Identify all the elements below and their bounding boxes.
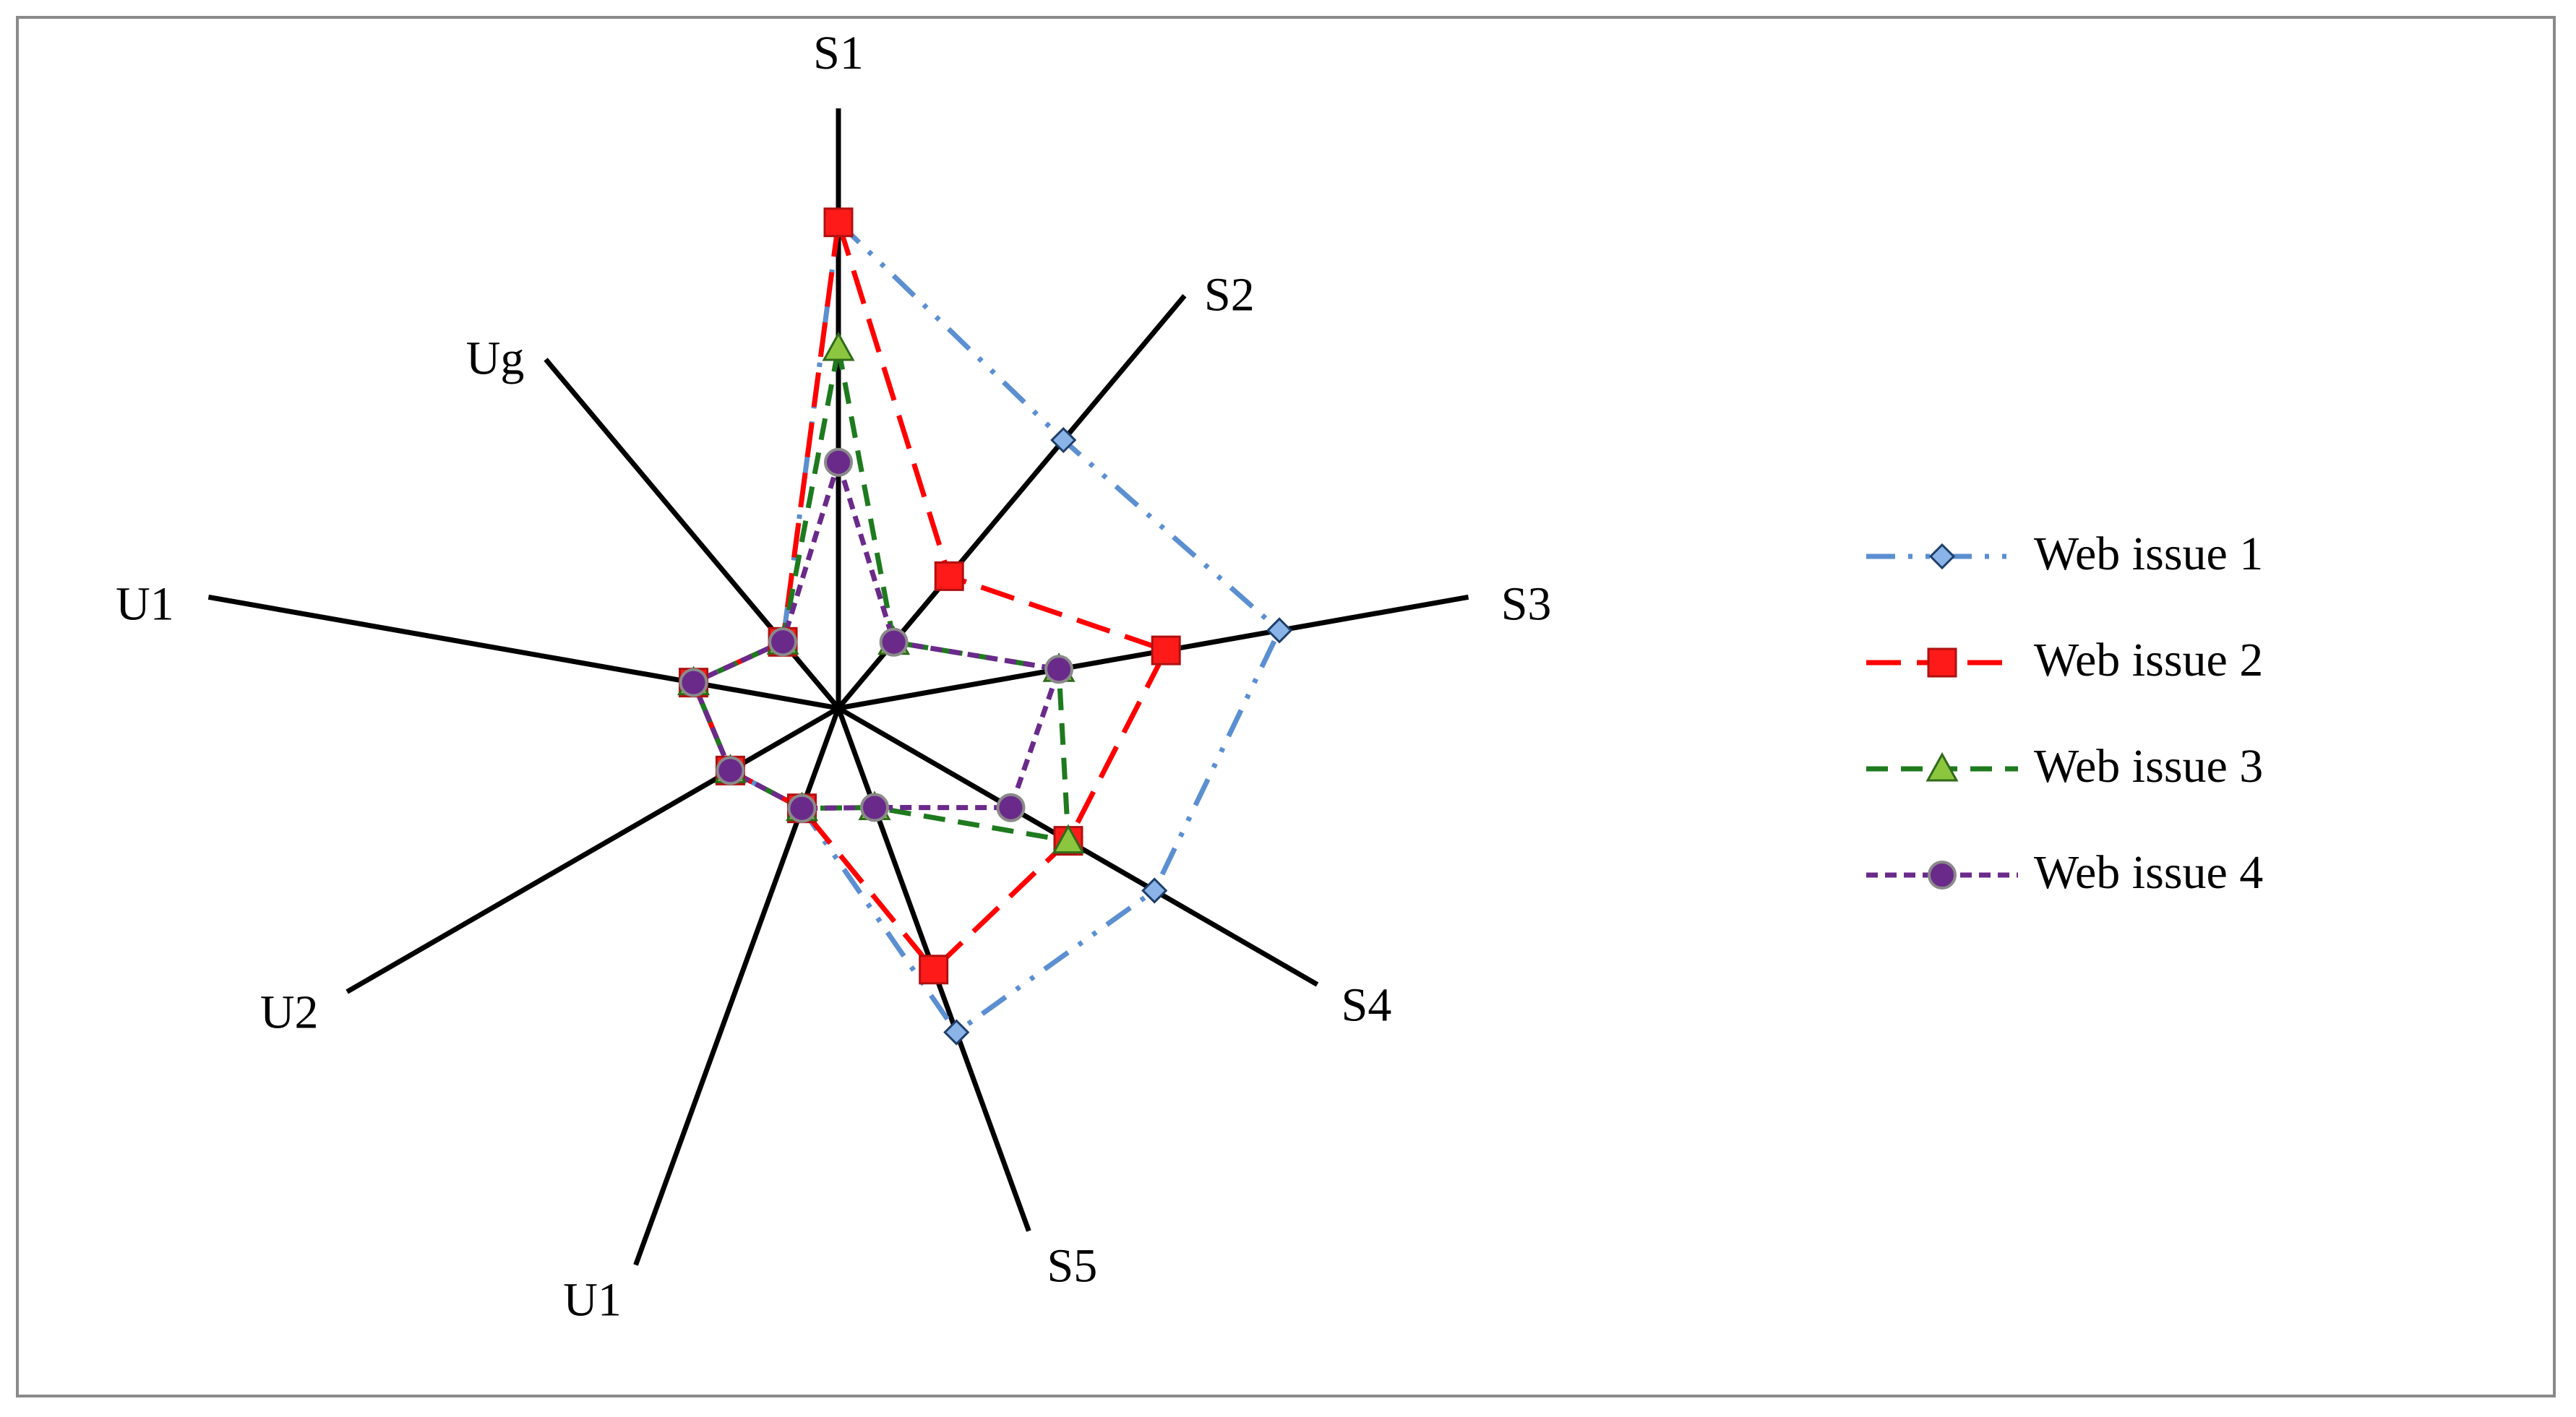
series-3-point-3 [1052, 824, 1085, 854]
axis-label-6: U2 [260, 986, 319, 1039]
series-4-point-5 [787, 793, 817, 823]
axes-layer [207, 108, 1469, 1266]
legend-marker-2 [1927, 647, 1957, 678]
axis-label-4: S5 [1047, 1240, 1097, 1293]
axis-line-7 [207, 594, 839, 711]
series-1-point-4 [943, 1019, 970, 1046]
series-1-point-3 [1141, 877, 1168, 904]
axis-label-3: S4 [1341, 979, 1392, 1032]
series-2-point-1 [934, 561, 964, 591]
series-4-point-4 [860, 793, 890, 822]
series-line-4 [690, 453, 1062, 811]
series-1-point-2 [1266, 617, 1293, 644]
series-1-point-1 [1050, 426, 1077, 454]
axis-label-5: U1 [563, 1274, 622, 1327]
series-4-point-7 [679, 668, 708, 697]
chart-frame: S1 S2 S3 S4 S5 U1 U2 U1 Ug Web issue 1 Web issue … [16, 16, 2556, 1397]
series-4-point-8 [768, 627, 798, 657]
legend-label-4: Web issue 4 [2034, 846, 2263, 899]
axis-label-1: S2 [1204, 268, 1255, 321]
axis-label-0: S1 [813, 27, 864, 79]
axis-label-8: Ug [466, 332, 525, 385]
axis-label-2: S3 [1501, 577, 1552, 630]
series-2-point-0 [823, 207, 854, 238]
series-4-point-6 [716, 756, 745, 785]
legend-marker-1 [1928, 543, 1956, 570]
series-4-point-2 [1044, 655, 1074, 684]
series-3-point-0 [822, 331, 855, 361]
legend: Web issue 1 Web issue 2 Web issue 3 Web iss… [1866, 527, 2263, 899]
legend-label-1: Web issue 1 [2034, 527, 2263, 580]
series-4-point-1 [879, 627, 909, 657]
axis-line-6 [345, 705, 840, 994]
axis-label-7: U1 [116, 577, 174, 630]
axis-line-5 [633, 707, 841, 1266]
legend-marker-4 [1928, 861, 1957, 890]
series-layer [677, 207, 1293, 1046]
series-4-point-0 [824, 447, 853, 477]
series-2-point-4 [919, 955, 949, 985]
series-2-point-2 [1151, 635, 1181, 666]
legend-label-3: Web issue 3 [2034, 740, 2263, 793]
axis-labels-layer: S1 S2 S3 S4 S5 U1 U2 U1 Ug [116, 27, 1551, 1327]
legend-label-2: Web issue 2 [2034, 634, 2263, 686]
series-line-2 [690, 221, 1170, 973]
legend-marker-3 [1925, 751, 1959, 782]
series-4-point-3 [996, 793, 1026, 822]
